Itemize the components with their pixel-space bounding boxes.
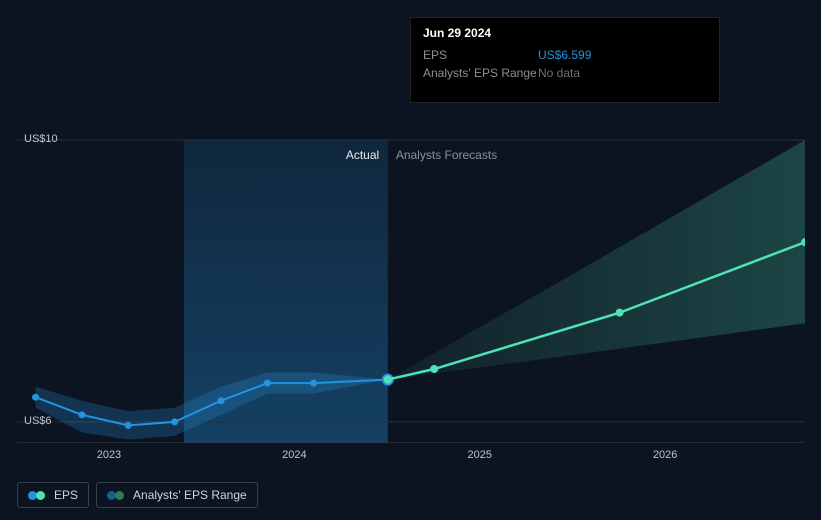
- actual-region-label: Actual: [346, 148, 379, 162]
- y-axis-label: US$6: [24, 415, 52, 427]
- chart-legend: EPS Analysts' EPS Range: [17, 482, 258, 508]
- chart-tooltip: Jun 29 2024 EPSUS$6.599Analysts' EPS Ran…: [410, 17, 720, 103]
- legend-icon: [107, 490, 125, 500]
- tooltip-row-value: No data: [538, 66, 580, 80]
- tooltip-row-label: EPS: [423, 48, 538, 62]
- tooltip-row: Analysts' EPS RangeNo data: [423, 64, 707, 82]
- legend-item[interactable]: Analysts' EPS Range: [96, 482, 258, 508]
- legend-label: Analysts' EPS Range: [133, 488, 247, 502]
- x-axis-label: 2024: [282, 449, 306, 461]
- x-axis-label: 2023: [97, 449, 121, 461]
- tooltip-date: Jun 29 2024: [423, 26, 707, 40]
- legend-label: EPS: [54, 488, 78, 502]
- legend-item[interactable]: EPS: [17, 482, 89, 508]
- x-axis-label: 2026: [653, 449, 677, 461]
- forecast-region-label: Analysts Forecasts: [396, 148, 497, 162]
- tooltip-row-value: US$6.599: [538, 48, 591, 62]
- tooltip-row-label: Analysts' EPS Range: [423, 66, 538, 80]
- y-axis-label: US$10: [24, 133, 58, 145]
- legend-icon: [28, 490, 46, 500]
- x-axis-label: 2025: [468, 449, 492, 461]
- tooltip-row: EPSUS$6.599: [423, 46, 707, 64]
